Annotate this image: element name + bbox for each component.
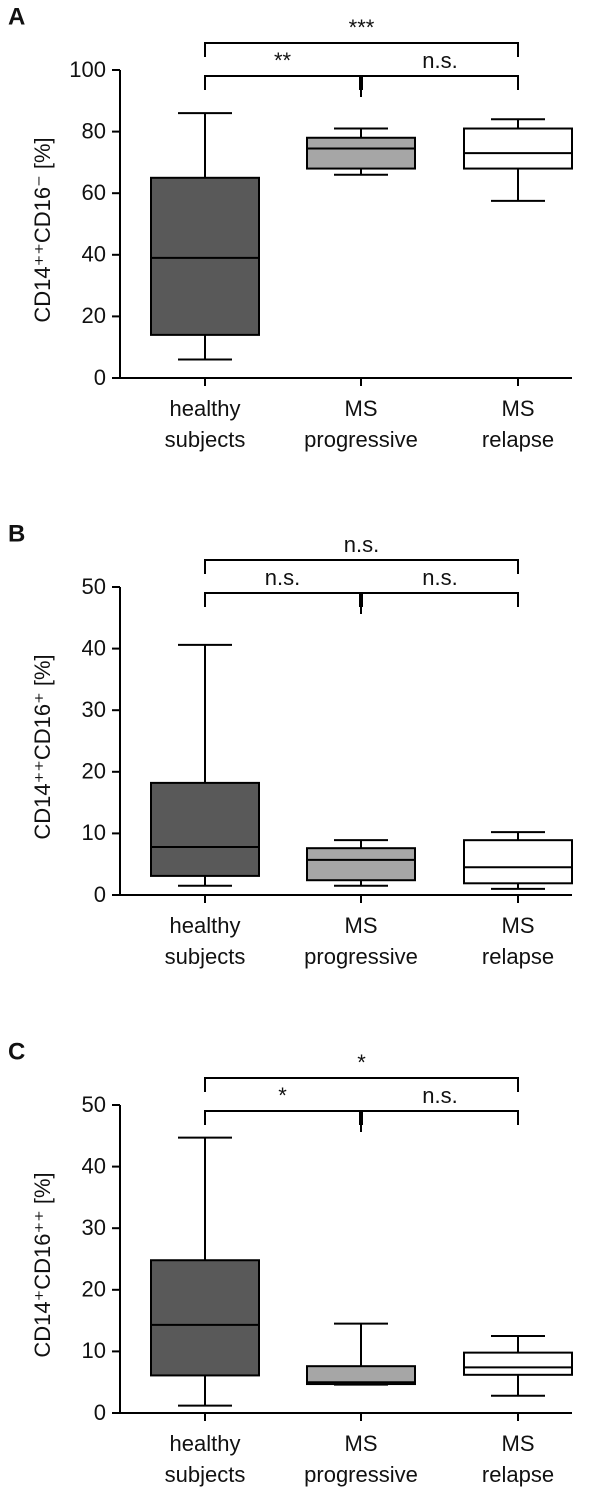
y-tick-label: 0 <box>94 882 106 907</box>
panel-letter: C <box>8 1038 25 1065</box>
panel-letter: A <box>8 3 25 30</box>
significance-bracket <box>361 75 519 90</box>
significance-bracket <box>361 592 519 607</box>
y-tick-label: 10 <box>82 820 106 845</box>
y-axis-label: CD14⁺CD16⁺⁺ [%] <box>30 1172 55 1357</box>
y-tick-label: 0 <box>94 1400 106 1425</box>
significance-label: * <box>357 1050 366 1075</box>
y-tick-label: 40 <box>82 635 106 660</box>
x-tick-label: healthy <box>170 1431 241 1456</box>
box <box>150 1259 260 1377</box>
panel-letter: B <box>8 520 25 547</box>
significance-bracket <box>204 559 519 574</box>
x-tick-label: MS <box>502 913 535 938</box>
y-tick-label: 40 <box>82 242 106 267</box>
x-tick-label: MS <box>502 1431 535 1456</box>
y-tick-label: 50 <box>82 574 106 599</box>
y-tick-label: 20 <box>82 303 106 328</box>
y-tick-label: 60 <box>82 180 106 205</box>
y-axis-label: CD14⁺⁺CD16⁺ [%] <box>30 654 55 839</box>
box <box>306 847 416 882</box>
x-tick-label: healthy <box>170 396 241 421</box>
x-tick-label: MS <box>345 396 378 421</box>
box <box>463 127 573 170</box>
significance-label: * <box>278 1083 287 1108</box>
x-tick-label: subjects <box>165 1462 246 1487</box>
y-tick-label: 30 <box>82 697 106 722</box>
box <box>463 1351 573 1376</box>
x-tick-label: relapse <box>482 944 554 969</box>
x-tick-label: relapse <box>482 427 554 452</box>
y-axis-label: CD14⁺⁺CD16⁻ [%] <box>30 137 55 322</box>
box <box>306 136 416 170</box>
x-tick-label: progressive <box>304 944 418 969</box>
x-tick-label: progressive <box>304 427 418 452</box>
y-tick-label: 100 <box>69 57 106 82</box>
significance-label: n.s. <box>344 532 379 557</box>
significance-label: n.s. <box>265 565 300 590</box>
y-tick-label: 50 <box>82 1092 106 1117</box>
significance-bracket <box>204 1110 361 1125</box>
y-tick-label: 0 <box>94 365 106 390</box>
box <box>306 1365 416 1386</box>
significance-bracket <box>204 42 519 57</box>
x-tick-label: MS <box>345 913 378 938</box>
significance-label: *** <box>349 15 375 40</box>
y-tick-label: 20 <box>82 759 106 784</box>
x-tick-label: healthy <box>170 913 241 938</box>
significance-bracket <box>204 592 361 607</box>
box <box>150 781 260 877</box>
y-tick-label: 80 <box>82 118 106 143</box>
box <box>463 839 573 885</box>
x-tick-label: progressive <box>304 1462 418 1487</box>
y-tick-label: 30 <box>82 1215 106 1240</box>
significance-bracket <box>361 1110 519 1125</box>
significance-bracket <box>204 1077 519 1092</box>
x-tick-label: MS <box>502 396 535 421</box>
significance-label: ** <box>274 48 292 73</box>
significance-label: n.s. <box>422 565 457 590</box>
significance-label: n.s. <box>422 48 457 73</box>
x-tick-label: subjects <box>165 427 246 452</box>
x-tick-label: relapse <box>482 1462 554 1487</box>
y-tick-label: 40 <box>82 1153 106 1178</box>
significance-label: n.s. <box>422 1083 457 1108</box>
y-tick-label: 10 <box>82 1338 106 1363</box>
y-tick-label: 20 <box>82 1277 106 1302</box>
box <box>150 176 260 336</box>
x-tick-label: MS <box>345 1431 378 1456</box>
x-tick-label: subjects <box>165 944 246 969</box>
significance-bracket <box>204 75 361 90</box>
